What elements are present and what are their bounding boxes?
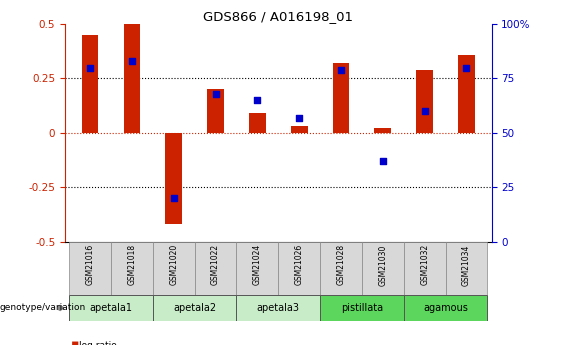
Point [211,91,220,97]
Bar [320,241,362,295]
Point [379,158,388,164]
Point [85,65,94,70]
Bar [207,89,224,133]
Text: GSM21022: GSM21022 [211,244,220,285]
Text: GSM21020: GSM21020 [169,244,178,285]
Bar [236,241,279,295]
Text: log ratio: log ratio [79,341,117,345]
Bar [153,295,236,321]
Bar [404,295,488,321]
Bar [279,241,320,295]
Point [337,67,346,72]
Text: apetala3: apetala3 [257,303,300,313]
Text: GSM21032: GSM21032 [420,244,429,285]
Bar [82,35,98,133]
Bar [404,241,446,295]
Text: GSM21026: GSM21026 [295,244,303,285]
Bar [458,55,475,133]
Bar [416,70,433,133]
Text: GSM21024: GSM21024 [253,244,262,285]
Point [295,115,304,120]
Text: GSM21034: GSM21034 [462,244,471,286]
Text: GSM21028: GSM21028 [337,244,345,285]
Bar [362,241,404,295]
Bar [333,63,349,133]
Bar [111,241,153,295]
Point [169,195,178,201]
Bar [69,295,153,321]
Point [253,97,262,103]
Bar [291,126,307,133]
Bar [194,241,236,295]
Text: GSM21016: GSM21016 [85,244,94,285]
Title: GDS866 / A016198_01: GDS866 / A016198_01 [203,10,353,23]
Text: agamous: agamous [423,303,468,313]
Bar [375,128,391,133]
Bar [249,113,266,133]
Text: genotype/variation: genotype/variation [0,303,86,313]
Point [420,108,429,114]
Point [462,65,471,70]
Text: pistillata: pistillata [341,303,383,313]
Text: GSM21030: GSM21030 [379,244,388,286]
Point [127,58,136,64]
Bar [166,133,182,224]
Bar [320,295,404,321]
Bar [236,295,320,321]
Bar [153,241,194,295]
Bar [124,24,140,133]
Text: ▪: ▪ [71,338,79,345]
Text: apetala1: apetala1 [89,303,132,313]
Bar [69,241,111,295]
Bar [446,241,488,295]
Text: apetala2: apetala2 [173,303,216,313]
Text: GSM21018: GSM21018 [127,244,136,285]
